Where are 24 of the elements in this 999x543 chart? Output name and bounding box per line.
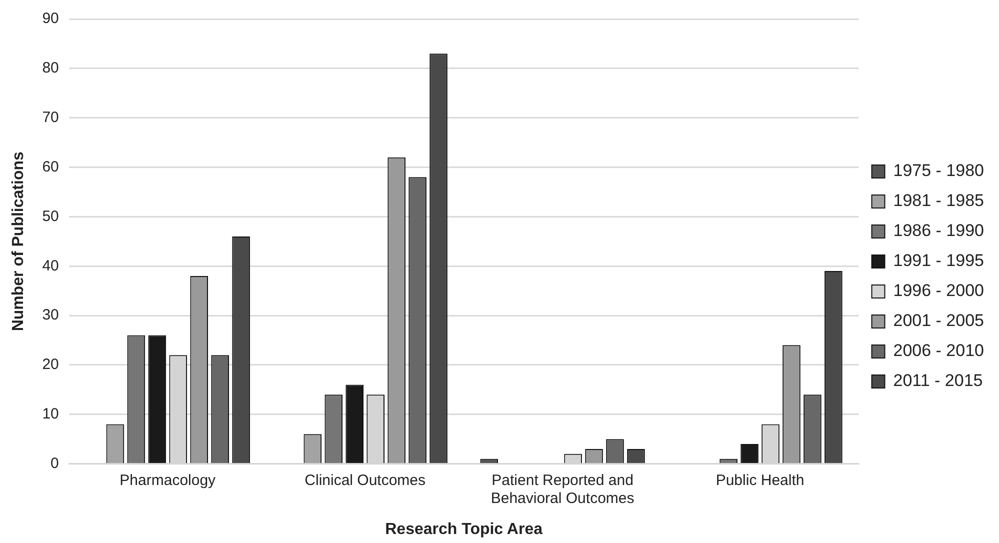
legend-label: 1991 - 1995 bbox=[893, 251, 984, 270]
y-tick-label: 30 bbox=[42, 306, 59, 324]
legend-label: 1981 - 1985 bbox=[893, 191, 984, 210]
legend-label: 2006 - 2010 bbox=[893, 341, 984, 360]
y-tick-label: 40 bbox=[42, 257, 59, 274]
legend-label: 1986 - 1990 bbox=[893, 221, 984, 240]
legend-label: 2001 - 2005 bbox=[893, 311, 984, 330]
x-tick-label: Patient Reported and Behavioral Outcomes bbox=[490, 472, 634, 507]
x-tick-label: Public Health bbox=[716, 472, 804, 489]
y-tick-label: 80 bbox=[42, 60, 59, 77]
y-tick-label: 70 bbox=[42, 108, 59, 126]
y-tick-label: 10 bbox=[42, 406, 59, 423]
x-tick-label: Clinical Outcomes bbox=[304, 472, 426, 489]
x-axis-title: Research Topic Area bbox=[385, 520, 543, 538]
y-tick-label: 50 bbox=[42, 208, 59, 225]
x-tick-label: Pharmacology bbox=[120, 472, 216, 489]
legend-label: 2011 - 2015 bbox=[893, 371, 983, 390]
legend-label: 1996 - 2000 bbox=[893, 281, 984, 300]
legend-label: 1975 - 1980 bbox=[893, 161, 984, 180]
y-tick-label: 0 bbox=[50, 454, 59, 472]
y-axis-title: Number of Publications bbox=[10, 152, 28, 332]
y-tick-label: 60 bbox=[42, 158, 59, 176]
y-tick-label: 90 bbox=[42, 10, 59, 28]
y-tick-label: 20 bbox=[42, 356, 59, 374]
